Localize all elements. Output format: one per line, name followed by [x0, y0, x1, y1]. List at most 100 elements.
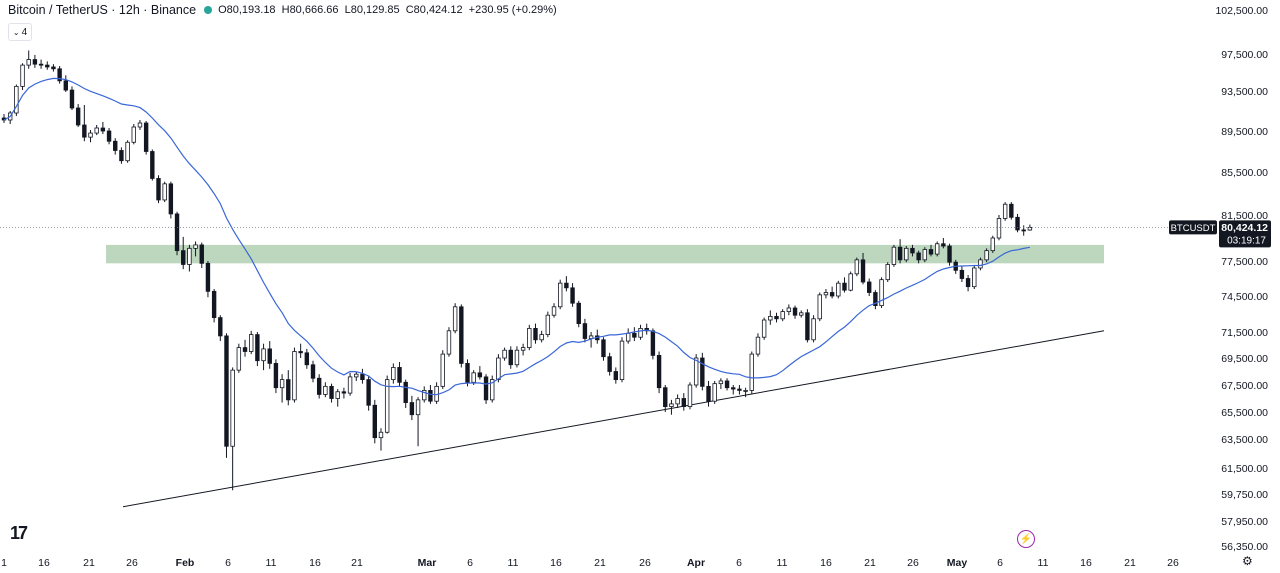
- candle-body: [755, 336, 761, 355]
- candle: [539, 330, 544, 343]
- candle-body: [459, 306, 464, 364]
- candle: [737, 385, 742, 395]
- candle-body: [372, 404, 377, 439]
- candle: [675, 394, 680, 408]
- candle-body: [533, 327, 538, 341]
- resistance-zone: [106, 244, 1104, 264]
- candle-body: [842, 282, 847, 291]
- candle: [360, 368, 365, 384]
- candle-body: [625, 332, 631, 342]
- candle: [125, 140, 130, 163]
- lightning-icon[interactable]: ⚡: [1017, 530, 1035, 548]
- candle-body: [131, 126, 136, 143]
- candle: [422, 386, 427, 403]
- candle-body: [366, 379, 371, 406]
- x-tick-label: Mar: [418, 557, 437, 569]
- candle-body: [934, 243, 940, 255]
- candle-body: [792, 307, 798, 316]
- candle-body: [32, 59, 38, 65]
- candle-body: [471, 372, 476, 383]
- candle-body: [761, 319, 767, 338]
- candle-body: [75, 107, 81, 126]
- candle: [465, 359, 470, 387]
- candle-body: [897, 246, 903, 261]
- candle: [669, 399, 674, 415]
- candle-body: [199, 244, 204, 264]
- x-tick-label: 21: [594, 557, 606, 569]
- candle: [187, 244, 192, 272]
- candle-body: [576, 302, 581, 325]
- candle-body: [706, 385, 711, 402]
- bar-countdown-label: 03:19:17: [1227, 235, 1266, 246]
- candle-body: [527, 327, 532, 348]
- y-tick-label: 81,500.00: [1221, 210, 1268, 222]
- gear-icon[interactable]: ⚙: [1242, 554, 1253, 568]
- candle-body: [63, 80, 68, 91]
- last-price-label: 80,424.12: [1221, 222, 1268, 234]
- candle-body: [539, 334, 544, 341]
- symbol-title[interactable]: Bitcoin / TetherUS · 12h · Binance: [8, 3, 197, 17]
- x-tick-label: 16: [309, 557, 321, 569]
- candle: [978, 257, 983, 271]
- x-tick-label: 6: [736, 557, 742, 569]
- candle-body: [860, 259, 866, 283]
- x-tick-label: May: [947, 557, 968, 569]
- candle: [638, 324, 643, 340]
- candle-body: [669, 403, 674, 407]
- x-tick-label: 11: [508, 557, 519, 569]
- candle: [965, 275, 971, 292]
- candle: [279, 374, 285, 403]
- candle: [928, 244, 934, 257]
- ticker-label-bg: [1169, 220, 1217, 235]
- candle-body: [632, 332, 637, 338]
- candle: [848, 271, 853, 292]
- candle: [156, 175, 161, 204]
- y-tick-label: 102,500.00: [1215, 5, 1268, 17]
- y-tick-label: 56,350.00: [1221, 541, 1268, 553]
- indicators-toggle-button[interactable]: ⌄ 4: [8, 23, 32, 41]
- candle: [749, 351, 754, 395]
- candle-body: [422, 389, 427, 401]
- candle: [384, 375, 390, 434]
- candle: [143, 121, 149, 155]
- candle: [879, 277, 884, 308]
- candle-body: [749, 353, 754, 391]
- candle: [14, 84, 19, 116]
- candle-body: [1009, 203, 1014, 218]
- candle-body: [904, 247, 909, 261]
- candle: [242, 339, 248, 357]
- candle-body: [273, 362, 279, 389]
- candle: [916, 250, 921, 264]
- candle-body: [440, 353, 445, 387]
- candle-body: [693, 357, 699, 386]
- candle: [731, 385, 736, 395]
- candle: [576, 300, 581, 328]
- x-tick-label: 21: [1124, 557, 1136, 569]
- candle: [211, 289, 217, 323]
- candle: [63, 75, 68, 92]
- candle-body: [329, 385, 334, 399]
- candle: [446, 327, 452, 357]
- candle-body: [174, 213, 180, 252]
- candle-body: [928, 249, 934, 255]
- candle-body: [298, 351, 303, 354]
- candle-body: [879, 279, 884, 306]
- candle-body: [94, 127, 99, 134]
- candle: [693, 354, 699, 388]
- candle-body: [477, 372, 483, 378]
- candle: [218, 315, 223, 342]
- candle: [545, 311, 551, 338]
- candle-body: [984, 250, 989, 261]
- candle: [452, 303, 458, 334]
- candle-body: [780, 311, 785, 320]
- candle-body: [403, 381, 408, 403]
- candle: [829, 286, 835, 299]
- chevron-down-icon: ⌄: [12, 27, 20, 37]
- candle: [984, 248, 989, 263]
- tradingview-logo-icon[interactable]: 17: [10, 523, 28, 543]
- candle: [613, 367, 619, 384]
- x-tick-label: 26: [639, 557, 651, 569]
- y-tick-label: 97,500.00: [1221, 49, 1268, 61]
- candle: [619, 337, 625, 383]
